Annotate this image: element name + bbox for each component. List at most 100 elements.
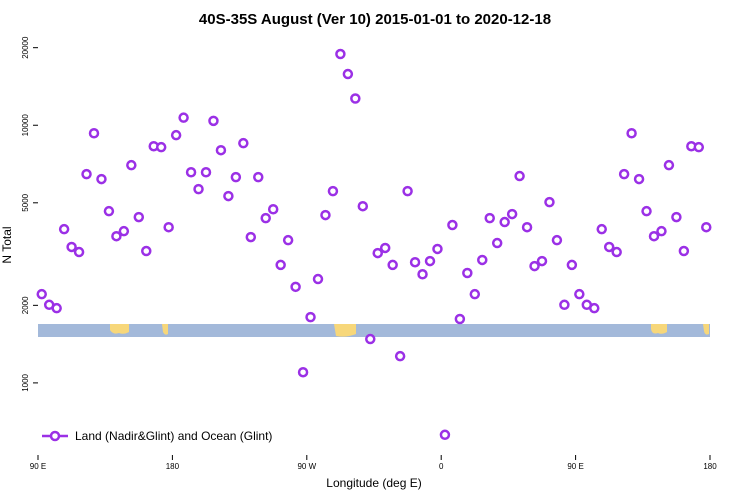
point: [215, 144, 227, 156]
y-tick-label: 20000: [21, 36, 30, 59]
point: [372, 247, 383, 259]
point: [656, 225, 667, 237]
point: [506, 208, 518, 220]
point: [693, 141, 705, 153]
point: [73, 246, 85, 258]
point: [611, 246, 622, 258]
point: [155, 141, 167, 153]
point: [484, 212, 495, 224]
x-tick-label: 90 E: [30, 462, 46, 471]
point: [603, 241, 615, 253]
point: [678, 245, 690, 257]
point: [185, 166, 197, 178]
point: [118, 225, 130, 237]
point: [663, 159, 675, 171]
point: [633, 173, 645, 185]
point: [342, 68, 354, 80]
point: [357, 200, 369, 212]
point: [432, 243, 443, 255]
y-tick-label: 2000: [21, 296, 30, 314]
point: [58, 223, 70, 235]
point: [559, 299, 570, 311]
point: [170, 129, 182, 141]
point: [103, 205, 115, 217]
point: [297, 366, 309, 378]
point: [365, 333, 376, 345]
point: [424, 255, 436, 267]
y-tick-label: 5000: [21, 193, 30, 211]
legend-marker: [49, 430, 61, 442]
point: [454, 313, 466, 325]
point: [163, 221, 174, 233]
point: [514, 170, 525, 182]
point: [282, 234, 294, 246]
point: [267, 204, 279, 215]
point: [290, 281, 301, 293]
point: [648, 230, 660, 242]
y-tick-label: 1000: [21, 373, 30, 391]
point: [439, 429, 451, 441]
point: [238, 137, 249, 149]
y-axis-label: N Total: [0, 226, 14, 263]
point: [223, 190, 234, 202]
point: [462, 267, 473, 279]
point: [641, 205, 652, 217]
point: [141, 245, 152, 257]
chart-title: 40S-35S August (Ver 10) 2015-01-01 to 20…: [199, 11, 551, 28]
point: [350, 93, 361, 104]
point: [544, 196, 555, 208]
x-tick-label: 180: [166, 462, 180, 471]
point: [469, 288, 481, 300]
point: [312, 273, 324, 285]
legend-label: Land (Nadir&Glint) and Ocean (Glint): [75, 429, 272, 443]
point: [245, 231, 257, 243]
legend: Land (Nadir&Glint) and Ocean (Glint): [42, 429, 272, 443]
point: [327, 185, 339, 197]
x-tick-label: 0: [439, 462, 444, 471]
point: [499, 216, 510, 228]
point: [551, 234, 563, 246]
point: [409, 256, 421, 268]
point: [596, 223, 607, 235]
point: [335, 48, 346, 60]
point: [701, 221, 712, 233]
point: [618, 168, 630, 180]
point: [305, 311, 316, 323]
point: [379, 242, 391, 254]
point: [566, 259, 578, 271]
point: [387, 259, 398, 271]
point: [402, 185, 413, 197]
point: [133, 211, 145, 223]
point: [193, 183, 204, 195]
x-tick-label: 90 E: [567, 462, 583, 471]
point: [51, 302, 62, 314]
y-tick-label: 10000: [21, 114, 30, 137]
land-strip: [38, 324, 710, 337]
point: [447, 219, 458, 231]
point: [394, 350, 406, 362]
point: [671, 211, 682, 223]
point: [88, 127, 100, 139]
point: [96, 173, 107, 185]
x-axis-label: Longitude (deg E): [326, 476, 421, 490]
point: [529, 260, 540, 272]
point: [260, 212, 271, 224]
point: [208, 115, 219, 127]
point: [126, 159, 137, 171]
point: [230, 171, 242, 183]
point: [626, 127, 637, 139]
point: [81, 168, 92, 180]
point: [36, 288, 47, 300]
point: [589, 302, 600, 314]
point: [521, 221, 533, 233]
point: [275, 259, 286, 271]
point: [111, 230, 122, 242]
point: [491, 237, 503, 249]
point: [178, 112, 189, 123]
point: [320, 209, 331, 221]
x-tick-label: 180: [703, 462, 717, 471]
point: [253, 171, 264, 183]
point: [200, 166, 212, 178]
point: [536, 255, 548, 267]
